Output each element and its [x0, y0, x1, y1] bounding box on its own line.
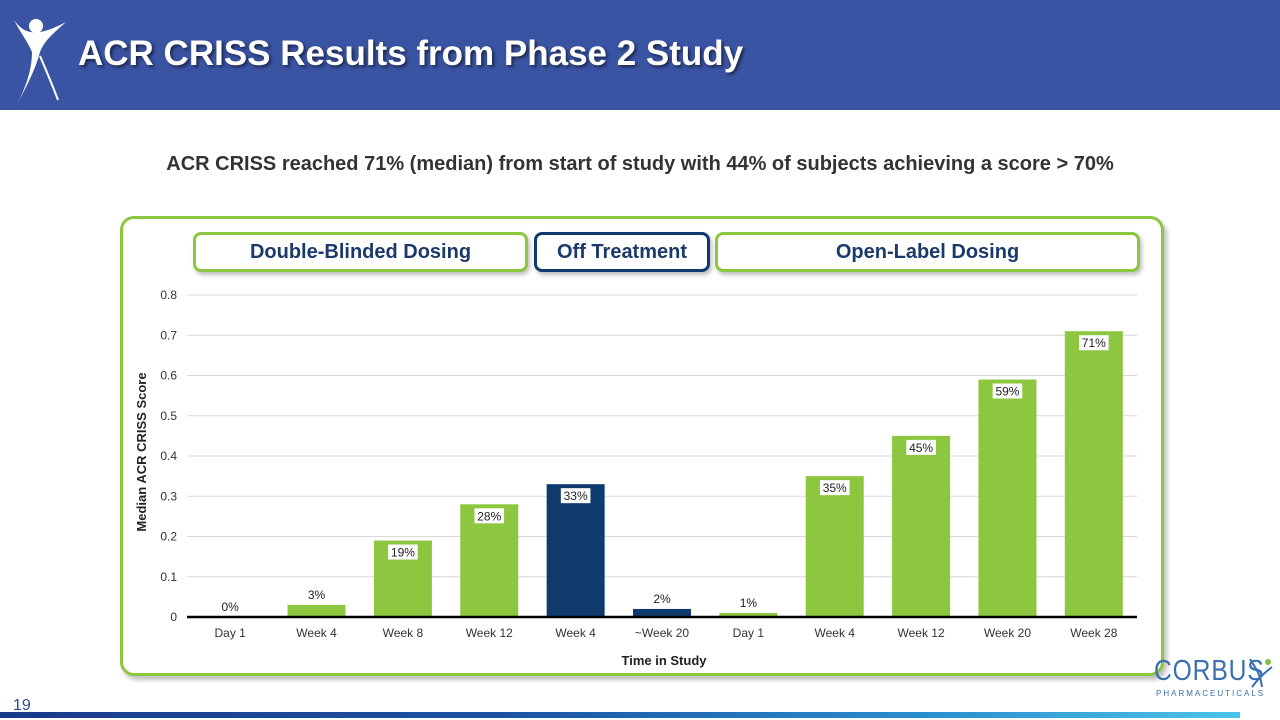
- data-label-bg: [560, 488, 591, 504]
- data-label: 3%: [308, 588, 326, 602]
- data-label-bg: [906, 439, 936, 455]
- y-tick-label: 0.8: [160, 288, 177, 302]
- data-label: 59%: [995, 385, 1019, 399]
- bar: [719, 612, 778, 617]
- data-label-bg: [388, 544, 418, 560]
- x-tick-label: Week 28: [1070, 626, 1117, 640]
- x-tick-label: Week 4: [296, 626, 337, 640]
- y-tick-label: 0: [170, 610, 177, 624]
- x-tick-label: ~Week 20: [635, 626, 689, 640]
- bar: [978, 379, 1037, 617]
- corbus-logo: CORBUS PHARMACEUTICALS: [1150, 655, 1275, 705]
- footer-gradient-line: [0, 712, 1240, 718]
- data-label: 2%: [653, 592, 671, 606]
- y-tick-label: 0.1: [160, 570, 177, 584]
- x-tick-label: Week 8: [383, 626, 424, 640]
- summary-subtitle: ACR CRISS reached 71% (median) from star…: [166, 153, 1114, 175]
- data-label: 45%: [909, 441, 933, 455]
- bar: [633, 608, 691, 617]
- phase-label-off-treatment: Off Treatment: [534, 232, 710, 272]
- corbus-logo-subtitle: PHARMACEUTICALS: [1156, 689, 1266, 698]
- x-axis-title: Time in Study: [622, 653, 708, 668]
- company-figure-icon: [14, 19, 66, 106]
- bar: [1064, 331, 1123, 617]
- y-tick-label: 0.7: [160, 328, 177, 342]
- y-axis-title: Median ACR CRISS Score: [134, 372, 149, 531]
- x-tick-label: Day 1: [733, 626, 765, 640]
- corbus-logo-name: CORBUS: [1154, 655, 1265, 687]
- y-tick-label: 0.4: [160, 449, 177, 463]
- header-bar: ACR CRISS Results from Phase 2 Study: [0, 0, 1280, 110]
- bar: [805, 476, 864, 617]
- data-label: 28%: [477, 509, 501, 523]
- phase-label-open-label: Open-Label Dosing: [715, 232, 1140, 272]
- bar-chart: 0 0.1 0.2 0.3 0.4 0.5 0.6 0.7 0.8 0% Day 1 3% Week 4…: [134, 288, 1137, 668]
- data-label-bg: [992, 383, 1023, 399]
- data-label: 33%: [564, 489, 588, 503]
- data-label: 1%: [740, 596, 758, 610]
- data-label: 35%: [823, 481, 847, 495]
- data-label-bg: [474, 508, 505, 524]
- x-tick-label: Day 1: [215, 626, 247, 640]
- data-label-bg: [819, 480, 850, 496]
- x-tick-label: Week 12: [466, 626, 513, 640]
- bar: [546, 484, 605, 617]
- x-tick-label: Week 4: [555, 626, 596, 640]
- y-tick-label: 0.6: [160, 369, 177, 383]
- corbus-figure-icon: [1249, 658, 1273, 688]
- y-tick-label: 0.3: [160, 489, 177, 503]
- x-tick-label: Week 12: [898, 626, 945, 640]
- page-number: 19: [13, 697, 31, 714]
- bar: [892, 435, 951, 617]
- y-tick-label: 0.2: [160, 530, 177, 544]
- phase-label-double-blinded: Double-Blinded Dosing: [193, 232, 528, 272]
- page-title: ACR CRISS Results from Phase 2 Study: [78, 34, 744, 73]
- x-tick-label: Week 4: [814, 626, 855, 640]
- y-tick-label: 0.5: [160, 409, 177, 423]
- data-label: 0%: [222, 600, 240, 614]
- bar: [287, 604, 346, 617]
- x-tick-label: Week 20: [984, 626, 1031, 640]
- data-label-bg: [1079, 335, 1109, 351]
- data-label: 19%: [391, 546, 415, 560]
- data-label: 71%: [1082, 336, 1106, 350]
